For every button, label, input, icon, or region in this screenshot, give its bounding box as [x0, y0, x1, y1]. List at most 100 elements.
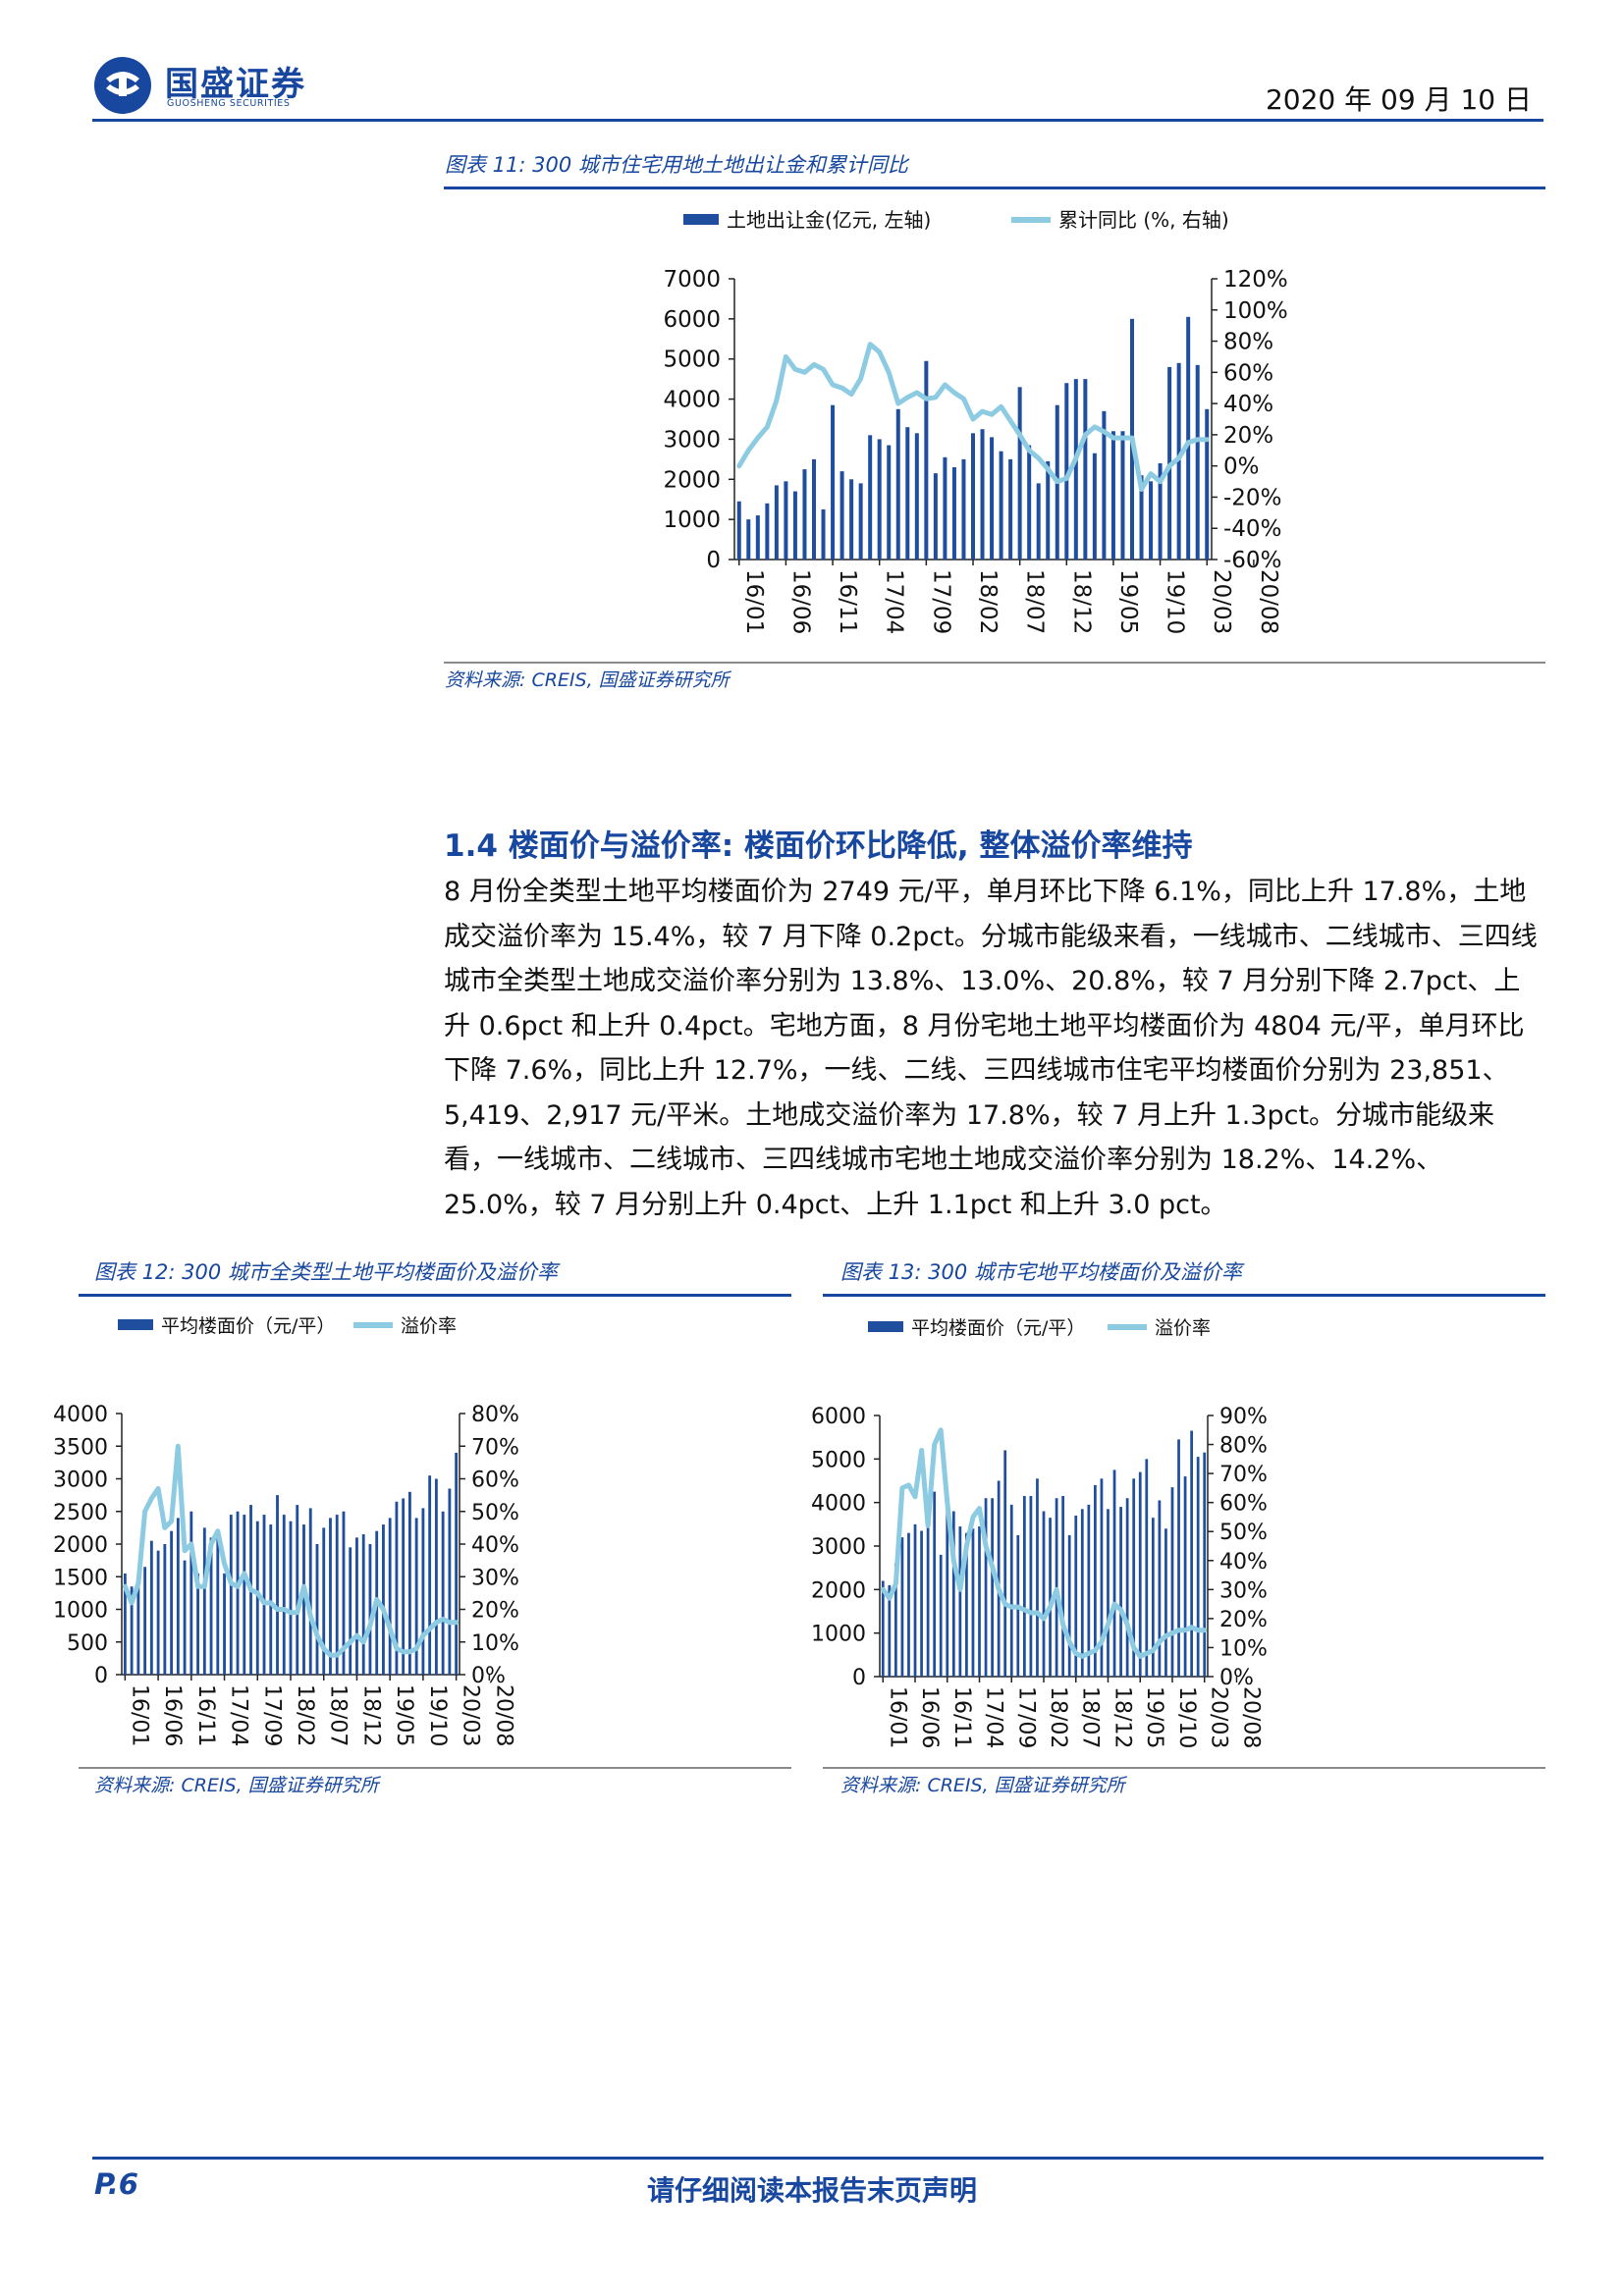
bar — [1119, 1507, 1122, 1677]
bar — [1132, 1478, 1136, 1677]
bar — [335, 1515, 339, 1675]
bar — [189, 1511, 193, 1675]
bar — [765, 503, 770, 560]
bar — [322, 1527, 326, 1675]
x-tick-label: 19/10 — [1174, 1686, 1199, 1748]
y-left-tick-label: 3000 — [53, 1468, 108, 1493]
y-right-tick-label: 100% — [1223, 298, 1288, 324]
x-tick-label: 19/05 — [1115, 569, 1141, 634]
figure-11-source: 资料来源: CREIS, 国盛证券研究所 — [445, 669, 730, 691]
bar — [831, 404, 836, 560]
bar — [349, 1547, 352, 1675]
y-right-tick-label: -40% — [1223, 516, 1281, 542]
bar — [149, 1540, 153, 1675]
bar — [302, 1524, 305, 1675]
bar — [939, 1554, 943, 1677]
bar — [1061, 1496, 1065, 1677]
bar — [282, 1515, 286, 1675]
y-right-tick-label: 50% — [1219, 1521, 1268, 1545]
bar — [255, 1521, 259, 1675]
y-right-tick-label: 70% — [1219, 1463, 1268, 1487]
bar — [361, 1534, 365, 1675]
bar — [990, 437, 995, 560]
x-tick-label: 16/01 — [127, 1684, 151, 1746]
y-right-tick-label: 50% — [471, 1501, 519, 1525]
x-tick-label: 18/12 — [358, 1684, 383, 1746]
bar — [202, 1527, 206, 1675]
y-right-tick-label: 80% — [1219, 1434, 1268, 1459]
bar — [1064, 383, 1069, 560]
bar — [441, 1511, 445, 1675]
x-tick-label: 19/05 — [392, 1684, 416, 1746]
bar — [1100, 1478, 1104, 1677]
bar — [395, 1501, 399, 1675]
bar — [1003, 1450, 1007, 1677]
y-left-tick-label: 1500 — [53, 1566, 108, 1590]
legend-bar-swatch — [118, 1319, 153, 1330]
x-tick-label: 16/06 — [787, 569, 813, 634]
y-left-tick-label: 6000 — [663, 307, 721, 333]
bar — [1022, 1496, 1026, 1677]
bar — [176, 1518, 180, 1675]
bar — [755, 515, 760, 560]
bar — [407, 1491, 411, 1675]
figure-12-title: 图表 12: 300 城市全类型土地平均楼面价及溢价率 — [94, 1260, 558, 1284]
bar — [1107, 1509, 1110, 1677]
bar — [1042, 1511, 1046, 1677]
figure-13-source: 资料来源: CREIS, 国盛证券研究所 — [840, 1775, 1125, 1796]
bar — [971, 1528, 975, 1677]
legend-line-label: 溢价率 — [401, 1315, 457, 1337]
bar — [355, 1537, 358, 1675]
bar — [907, 1532, 910, 1677]
y-right-tick-label: 20% — [1223, 423, 1273, 449]
bar — [1083, 379, 1088, 560]
bar — [414, 1518, 418, 1675]
figure-13-bottom-rule — [823, 1767, 1545, 1769]
bar — [1110, 431, 1115, 560]
bar — [236, 1511, 240, 1675]
legend-bar-label: 平均楼面价（元/平） — [161, 1315, 335, 1337]
bar — [1196, 1457, 1200, 1677]
figure-13-top-rule — [823, 1294, 1545, 1297]
bar — [1158, 1500, 1162, 1677]
bar — [926, 1511, 930, 1677]
y-right-tick-label: 40% — [471, 1533, 519, 1558]
x-tick-label: 16/11 — [949, 1686, 974, 1748]
bar — [1203, 1452, 1207, 1677]
legend-bar-label: 土地出让金(亿元, 左轴) — [727, 208, 931, 232]
x-tick-label: 20/08 — [1256, 569, 1281, 634]
x-tick-label: 16/01 — [741, 569, 767, 634]
figure-13-title: 图表 13: 300 城市宅地平均楼面价及溢价率 — [840, 1260, 1242, 1284]
figure-12-source: 资料来源: CREIS, 国盛证券研究所 — [94, 1775, 379, 1796]
x-tick-label: 17/04 — [982, 1686, 1006, 1748]
bar — [958, 1526, 962, 1677]
bar — [382, 1524, 385, 1675]
bar — [156, 1550, 160, 1675]
bar — [881, 1580, 885, 1677]
bar — [951, 467, 956, 560]
bar — [933, 473, 938, 560]
bar — [1009, 1504, 1013, 1677]
y-right-tick-label: 20% — [1219, 1608, 1268, 1632]
bar — [276, 1495, 279, 1675]
body-paragraph: 8 月份全类型土地平均楼面价为 2749 元/平，单月环比下降 6.1%，同比上… — [444, 877, 1538, 1220]
bar — [877, 439, 882, 560]
y-right-tick-label: 30% — [1219, 1578, 1268, 1603]
bar — [991, 1498, 994, 1677]
company-logo-icon — [94, 57, 151, 114]
figure-13-chart: 平均楼面价（元/平） 溢价率01000200030004000500060000%… — [811, 1317, 1268, 1748]
bar — [746, 519, 751, 560]
y-right-tick-label: 0% — [471, 1664, 506, 1688]
bar — [455, 1452, 459, 1675]
y-left-tick-label: 3000 — [811, 1535, 866, 1560]
bar — [914, 433, 919, 560]
legend-line-label: 溢价率 — [1155, 1317, 1211, 1339]
bar — [388, 1518, 392, 1675]
bar — [1177, 1439, 1180, 1677]
bar — [811, 458, 817, 560]
y-right-tick-label: 10% — [1219, 1636, 1268, 1661]
x-tick-label: 18/02 — [975, 569, 1001, 634]
bar — [920, 1530, 923, 1677]
figure-11-chart: 土地出让金(亿元, 左轴) 累计同比 (%, 右轴) 0 1000 2000 3000 40… — [663, 208, 1288, 634]
bar — [1205, 408, 1210, 560]
